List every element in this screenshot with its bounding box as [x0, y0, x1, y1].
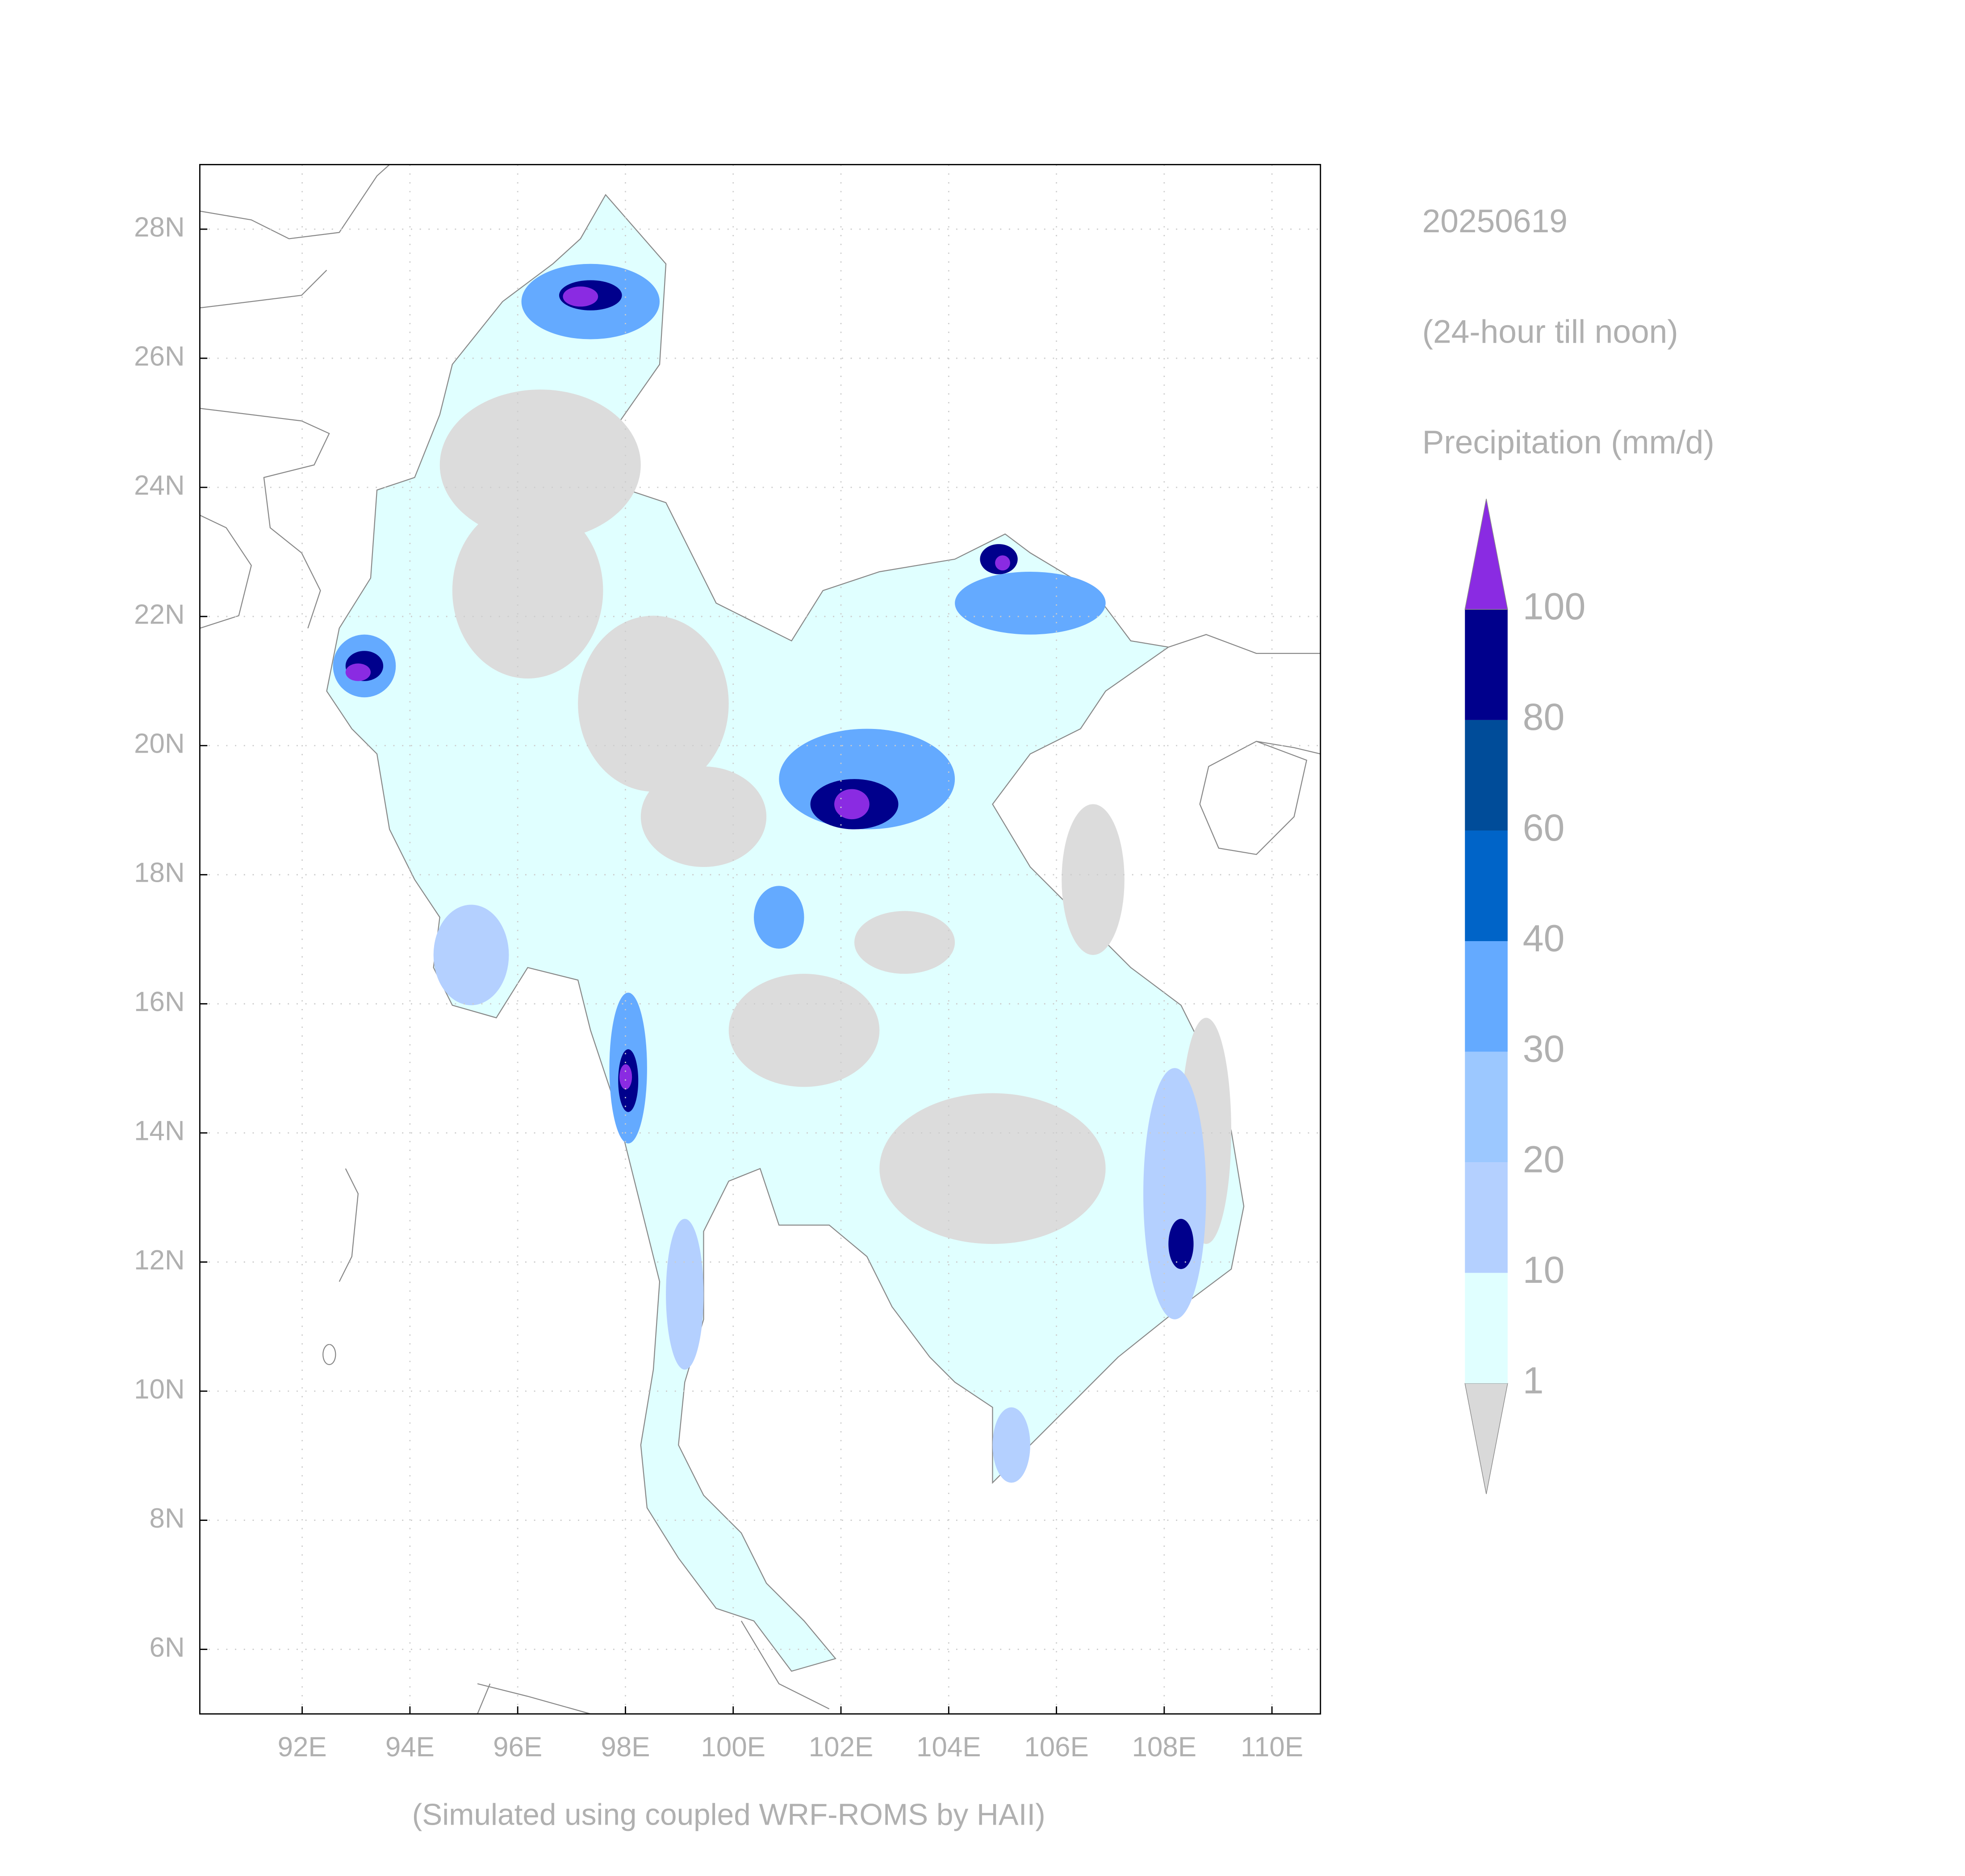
land-layer	[199, 164, 1321, 1715]
colorbar-label: 60	[1523, 807, 1565, 849]
dry-areas	[439, 389, 1231, 1244]
x-tick-label: 104E	[916, 1732, 981, 1763]
y-tick-label: 6N	[150, 1632, 185, 1663]
y-tick-label: 28N	[134, 212, 185, 243]
y-tick-label: 22N	[134, 599, 185, 630]
y-tick-label: 10N	[134, 1374, 185, 1405]
date-label: 20250619	[1422, 203, 1568, 239]
x-tick-label: 96E	[493, 1732, 542, 1763]
x-tick-label: 94E	[385, 1732, 435, 1763]
colorbar-segment	[1465, 609, 1508, 720]
colorbar-segment	[1465, 830, 1508, 942]
colorbar-label: 10	[1523, 1249, 1565, 1291]
x-tick-label: 98E	[601, 1732, 650, 1763]
colorbar-label: 100	[1523, 586, 1586, 628]
colorbar-segment	[1465, 720, 1508, 831]
y-tick-label: 16N	[134, 987, 185, 1018]
colorbar-label: 80	[1523, 696, 1565, 738]
colorbar-label: 1	[1523, 1360, 1544, 1402]
colorbar: 1 10 20 30 40 60 80 100	[1464, 498, 1586, 1494]
y-tick-label: 14N	[134, 1116, 185, 1147]
grid-layer	[200, 164, 1321, 1714]
x-tick-label: 108E	[1132, 1732, 1197, 1763]
x-tick-label: 102E	[809, 1732, 874, 1763]
x-tick-label: 110E	[1241, 1732, 1303, 1763]
x-tick-label: 92E	[278, 1732, 327, 1763]
colorbar-label: 40	[1523, 917, 1565, 959]
period-label: (24-hour till noon)	[1422, 314, 1678, 350]
map-frame	[199, 164, 1321, 1715]
colorbar-label: 30	[1523, 1028, 1565, 1070]
y-tick-label: 18N	[134, 858, 185, 888]
y-tick-label: 8N	[150, 1503, 185, 1534]
colorbar-segment	[1465, 1162, 1508, 1273]
colorbar-segment	[1465, 1273, 1508, 1384]
coastline	[199, 164, 1321, 1715]
variable-label: Precipitation (mm/d)	[1422, 424, 1714, 461]
colorbar-label: 20	[1523, 1138, 1565, 1180]
x-tick-label: 100E	[701, 1732, 765, 1763]
y-tick-label: 24N	[134, 470, 185, 501]
x-tick-label: 106E	[1024, 1732, 1089, 1763]
colorbar-over	[1464, 498, 1508, 610]
extreme-rain	[345, 286, 1010, 1089]
colorbar-segment	[1465, 941, 1508, 1052]
y-tick-label: 20N	[134, 729, 185, 759]
y-tick-label: 26N	[134, 341, 185, 372]
footer-note: (Simulated using coupled WRF-ROMS by HAI…	[412, 1798, 1045, 1832]
y-tick-label: 12N	[134, 1245, 185, 1276]
colorbar-segment	[1465, 1051, 1508, 1163]
